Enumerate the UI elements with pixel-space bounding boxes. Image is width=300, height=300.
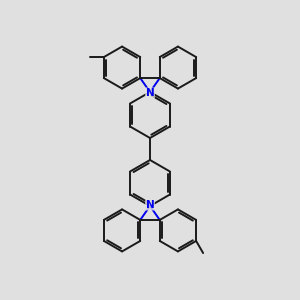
Text: N: N [146, 200, 154, 210]
Text: N: N [146, 88, 154, 98]
